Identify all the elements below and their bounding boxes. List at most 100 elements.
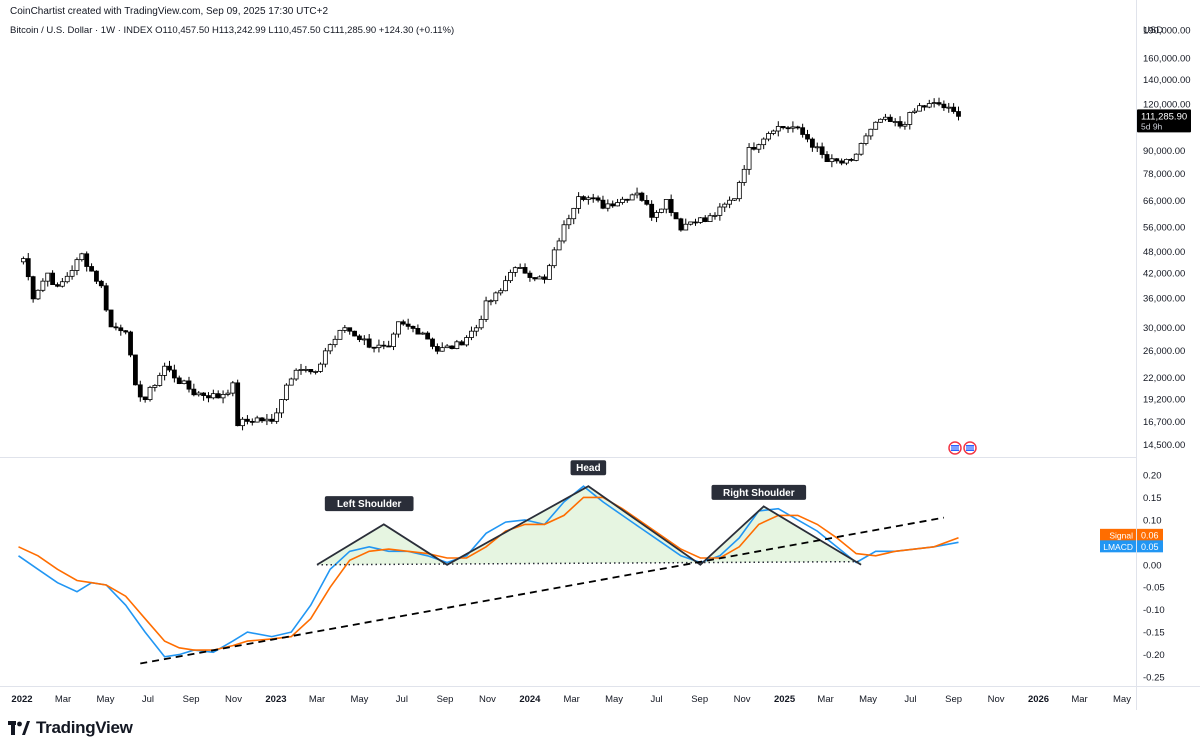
candle — [337, 329, 343, 340]
candle — [668, 194, 674, 217]
candle — [912, 108, 918, 114]
head-shoulders-outline — [316, 485, 862, 566]
candle — [55, 282, 60, 288]
candle — [478, 315, 484, 330]
candle — [517, 263, 523, 269]
candle — [766, 131, 771, 142]
candle — [654, 210, 659, 223]
candle — [873, 121, 879, 130]
candle — [181, 379, 187, 385]
candle — [269, 414, 275, 424]
candle — [464, 335, 469, 347]
time-tick-label: 2022 — [11, 694, 32, 705]
candlestick-series — [20, 97, 961, 431]
candle — [659, 208, 664, 214]
candle — [196, 391, 202, 397]
candle — [425, 331, 431, 340]
candle — [493, 291, 499, 305]
price-tick-label: 190,000.00 — [1143, 26, 1191, 37]
time-tick-label: Nov — [479, 694, 496, 705]
pattern-label[interactable]: Right Shoulder — [711, 484, 807, 500]
candle — [50, 270, 56, 286]
candle — [508, 269, 513, 284]
candle — [94, 270, 99, 285]
candle — [176, 375, 182, 385]
time-tick-label: 2023 — [265, 694, 286, 705]
candle — [561, 220, 567, 244]
candle — [298, 363, 304, 375]
candle — [347, 327, 353, 335]
time-tick-label: Mar — [563, 694, 579, 705]
candle — [844, 158, 849, 166]
candle — [133, 354, 138, 386]
candle — [527, 270, 533, 282]
candle — [663, 199, 669, 214]
candle — [537, 275, 543, 280]
price-tick-label: 48,000.00 — [1143, 247, 1185, 258]
candle — [147, 385, 153, 402]
price-tick-label: 78,000.00 — [1143, 169, 1185, 180]
candle — [488, 299, 494, 306]
candle — [215, 390, 221, 399]
candle — [946, 102, 952, 113]
event-flag-icon[interactable] — [948, 441, 962, 455]
event-flag-icon[interactable] — [963, 441, 977, 455]
price-tick-label: 42,000.00 — [1143, 269, 1185, 280]
tradingview-logo[interactable]: TradingView — [8, 718, 133, 738]
candle — [688, 221, 694, 226]
pattern-label[interactable]: Left Shoulder — [324, 496, 414, 512]
price-tick-label: 30,000.00 — [1143, 323, 1185, 334]
candle — [201, 392, 206, 401]
candle — [858, 142, 864, 156]
candle — [761, 137, 767, 150]
lmacd-tick-label: 0.20 — [1143, 470, 1162, 481]
candle — [917, 102, 922, 112]
candle — [405, 318, 411, 330]
candle — [590, 193, 596, 203]
candle — [707, 212, 713, 223]
time-tick-label: Mar — [817, 694, 833, 705]
candle — [74, 257, 80, 276]
candle — [45, 272, 51, 287]
time-tick-label: 2026 — [1028, 694, 1049, 705]
candle — [790, 121, 796, 133]
candle — [357, 334, 362, 343]
svg-text:LMACD: LMACD — [1103, 542, 1133, 552]
time-tick-label: May — [97, 694, 115, 705]
lmacd-tick-label: -0.20 — [1143, 650, 1165, 661]
candle — [322, 347, 328, 368]
svg-text:Head: Head — [576, 463, 600, 474]
candle — [288, 377, 294, 386]
candle — [639, 191, 645, 202]
candle — [249, 418, 255, 426]
bar-countdown-label: 5d 9h — [1141, 121, 1163, 131]
candle — [391, 332, 396, 351]
candle — [332, 335, 338, 348]
candle — [225, 389, 231, 397]
time-tick-label: Mar — [309, 694, 325, 705]
candle — [89, 263, 94, 272]
candle — [732, 198, 737, 201]
time-tick-label: Jul — [904, 694, 916, 705]
candle — [274, 408, 280, 424]
last-price-label: 111,285.90 — [1141, 111, 1187, 122]
candle — [634, 187, 640, 199]
candle — [449, 345, 455, 350]
candle — [902, 121, 908, 130]
time-tick-label: Jul — [396, 694, 408, 705]
time-tick-label: Sep — [691, 694, 708, 705]
candle — [892, 118, 898, 127]
time-tick-label: 2024 — [519, 694, 541, 705]
candle — [64, 272, 70, 284]
candle — [459, 339, 465, 346]
candle — [756, 143, 762, 153]
candle — [142, 396, 148, 403]
candle — [171, 364, 177, 383]
candle — [327, 343, 333, 355]
pattern-label[interactable]: Head — [570, 460, 607, 476]
candle — [824, 151, 830, 163]
candle — [683, 218, 689, 231]
candle — [814, 142, 820, 152]
